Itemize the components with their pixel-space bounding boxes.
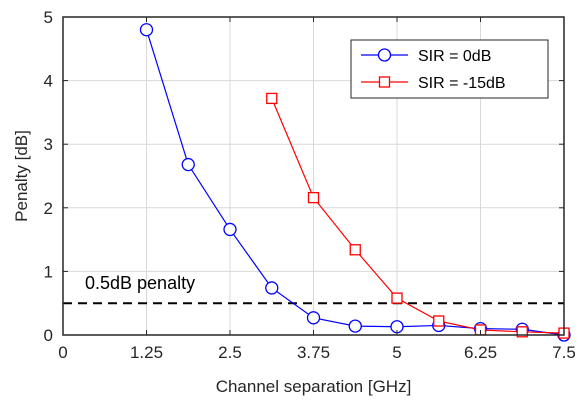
threshold-label: 0.5dB penalty — [85, 273, 195, 293]
axis-ticks: 0 1.25 2.5 3.75 5 6.25 7.5 0 1 2 3 4 5 — [44, 8, 576, 362]
y-tick-label-0: 0 — [44, 326, 53, 345]
y-tick-label-4: 4 — [44, 72, 53, 91]
x-tick-label-5: 6.25 — [464, 343, 497, 362]
x-tick-label-3: 3.75 — [297, 343, 330, 362]
series-0-point-1 — [181, 157, 195, 172]
series-1-point-2 — [349, 244, 361, 256]
y-tick-label-1: 1 — [44, 262, 53, 281]
legend-label-1: SIR = -15dB — [418, 75, 506, 92]
legend-marker-0 — [377, 48, 392, 62]
series-0-point-0 — [139, 23, 154, 37]
y-tick-label-3: 3 — [44, 135, 53, 154]
series-0-point-5 — [348, 319, 362, 333]
x-axis-label: Channel separation [GHz] — [216, 377, 412, 396]
series-1-point-4 — [433, 315, 445, 327]
y-tick-label-5: 5 — [44, 8, 53, 27]
x-tick-label-1: 1.25 — [130, 343, 163, 362]
series-0-point-3 — [265, 281, 279, 295]
legend-marker-1 — [378, 76, 391, 88]
y-axis-label: Penalty [dB] — [12, 130, 31, 222]
x-tick-label-4: 5 — [392, 343, 401, 362]
legend-label-0: SIR = 0dB — [418, 48, 491, 65]
series-0-point-4 — [306, 311, 321, 325]
series-1-point-6 — [516, 326, 528, 338]
y-tick-label-2: 2 — [44, 199, 53, 218]
x-tick-label-2: 2.5 — [218, 343, 242, 362]
x-tick-label-6: 7.5 — [552, 343, 576, 362]
series-line-1 — [271, 98, 565, 334]
x-tick-label-0: 0 — [58, 343, 67, 362]
series-1-point-3 — [391, 292, 403, 304]
series-1-point-1 — [307, 191, 320, 204]
series-0-point-2 — [223, 222, 237, 237]
series-1-point-0 — [266, 92, 278, 105]
legend: SIR = 0dB SIR = -15dB — [350, 39, 549, 99]
